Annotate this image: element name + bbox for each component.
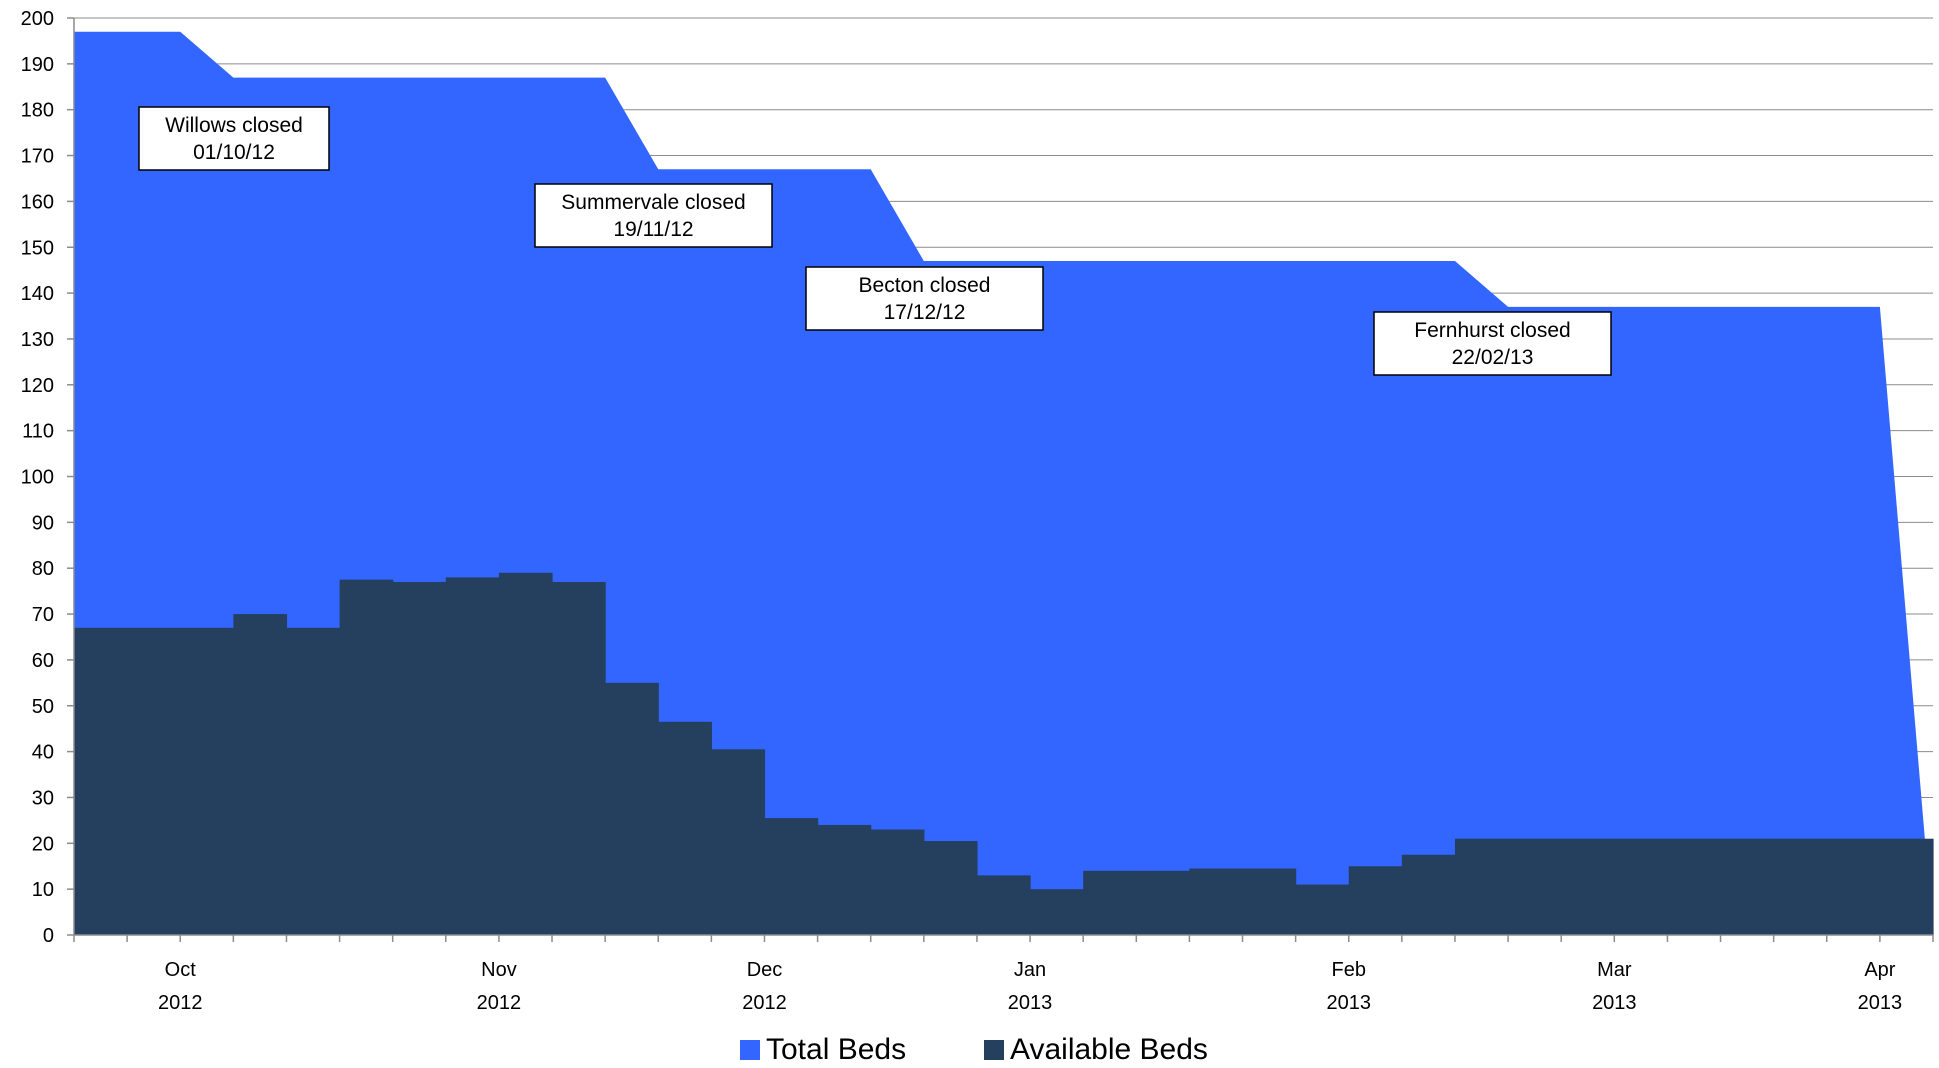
x-tick-label: Apr (1864, 959, 1895, 981)
y-tick-label: 90 (32, 512, 54, 534)
available-beds-bar (445, 577, 500, 935)
y-tick-label: 70 (32, 604, 54, 626)
y-tick-label: 40 (32, 742, 54, 764)
available-beds-bar (1667, 838, 1722, 935)
available-beds-bar (552, 581, 606, 935)
y-tick-label: 50 (32, 696, 54, 718)
annotation-frame (534, 183, 773, 248)
available-beds-bar (1561, 838, 1615, 935)
annotation-title: Becton closed (859, 274, 991, 297)
x-tick-label: Nov (481, 959, 517, 981)
y-tick-label: 160 (21, 191, 54, 213)
y-tick-label: 30 (32, 787, 54, 809)
y-tick-label: 80 (32, 558, 54, 580)
annotation-title: Summervale closed (561, 191, 745, 214)
annotation-frame (138, 106, 330, 171)
available-beds-bar (1879, 838, 1934, 935)
available-beds-bar (764, 818, 819, 935)
legend-swatch (984, 1040, 1004, 1060)
legend-label: Available Beds (1010, 1033, 1208, 1066)
annotation-date: 17/12/12 (884, 301, 966, 324)
available-beds-bar (817, 824, 872, 935)
available-beds-bar (1401, 854, 1456, 935)
y-tick-label: 170 (21, 146, 54, 168)
available-beds-bar (74, 627, 128, 935)
axes: 0 10 20 30 40 50 60 70 80 90 100 110 120 130 140 150 160… (21, 8, 1934, 1014)
available-beds-bar (127, 627, 181, 935)
x-tick-label: 2012 (158, 992, 203, 1014)
annotations: Willows closed 01/10/12 Summervale closed 1… (138, 106, 1612, 376)
x-tick-label: 2013 (1858, 992, 1903, 1014)
available-beds-bar (498, 572, 553, 935)
x-tick-label: 2012 (477, 992, 522, 1014)
available-beds-bar (1242, 868, 1297, 935)
y-tick-label: 20 (32, 833, 54, 855)
y-tick-label: 130 (21, 329, 54, 351)
annotation-box: Fernhurst closed 22/02/13 (1373, 311, 1612, 376)
available-beds-bar (1030, 889, 1084, 935)
legend: Total Beds Available Beds (740, 1033, 1208, 1066)
y-tick-label: 0 (43, 925, 54, 947)
available-beds-bar (233, 614, 288, 935)
annotation-box: Becton closed 17/12/12 (805, 266, 1044, 331)
legend-item: Total Beds (740, 1033, 906, 1066)
available-beds-bar (605, 682, 659, 935)
available-beds-bar (1826, 838, 1881, 935)
y-tick-label: 180 (21, 100, 54, 122)
available-beds-bar (658, 721, 712, 935)
y-tick-label: 200 (21, 8, 54, 30)
annotation-date: 19/11/12 (613, 218, 693, 241)
x-tick-label: 2013 (1326, 992, 1371, 1014)
legend-swatch (740, 1040, 760, 1060)
x-tick-label: Feb (1332, 959, 1366, 981)
available-beds-bar (923, 841, 978, 935)
annotation-box: Willows closed 01/10/12 (138, 106, 330, 171)
x-tick-label: 2013 (1008, 992, 1053, 1014)
available-beds-bar (180, 627, 234, 935)
y-tick-label: 100 (21, 467, 54, 489)
available-beds-bar (1083, 870, 1137, 935)
available-beds-bar (1189, 868, 1244, 935)
annotation-date: 01/10/12 (193, 141, 275, 164)
available-beds-bar (1348, 866, 1403, 935)
available-beds-bar (286, 627, 341, 935)
available-beds-bar (1454, 838, 1509, 935)
y-tick-label: 150 (21, 237, 54, 259)
x-tick-label: 2013 (1592, 992, 1637, 1014)
available-beds-bar (711, 749, 766, 935)
available-beds-bar (339, 579, 394, 935)
legend-label: Total Beds (766, 1033, 906, 1066)
annotation-frame (1373, 311, 1612, 376)
available-beds-bar (1614, 838, 1669, 935)
available-beds-bar (1295, 884, 1350, 935)
legend-item: Available Beds (984, 1033, 1208, 1066)
y-tick-label: 110 (22, 421, 54, 443)
x-tick-label: 2012 (742, 992, 787, 1014)
y-tick-label: 190 (21, 54, 54, 76)
y-tick-label: 120 (21, 375, 54, 397)
annotation-frame (805, 266, 1044, 331)
available-beds-bar (392, 581, 447, 935)
series-available-beds (74, 572, 1934, 935)
y-tick-label: 140 (21, 283, 54, 305)
x-tick-label: Dec (747, 959, 783, 981)
annotation-title: Fernhurst closed (1414, 319, 1570, 342)
x-tick-label: Mar (1597, 959, 1632, 981)
available-beds-bar (1773, 838, 1828, 935)
x-tick-label: Oct (165, 959, 197, 981)
available-beds-bar (870, 829, 925, 935)
annotation-title: Willows closed (165, 114, 303, 137)
available-beds-bar (1136, 870, 1190, 935)
y-tick-label: 60 (32, 650, 54, 672)
available-beds-bar (976, 875, 1031, 935)
available-beds-bar (1720, 838, 1775, 935)
available-beds-bar (1508, 838, 1562, 935)
x-tick-label: Jan (1014, 959, 1046, 981)
y-tick-label: 10 (32, 879, 54, 901)
annotation-box: Summervale closed 19/11/12 (534, 183, 773, 248)
annotation-date: 22/02/13 (1452, 346, 1534, 369)
